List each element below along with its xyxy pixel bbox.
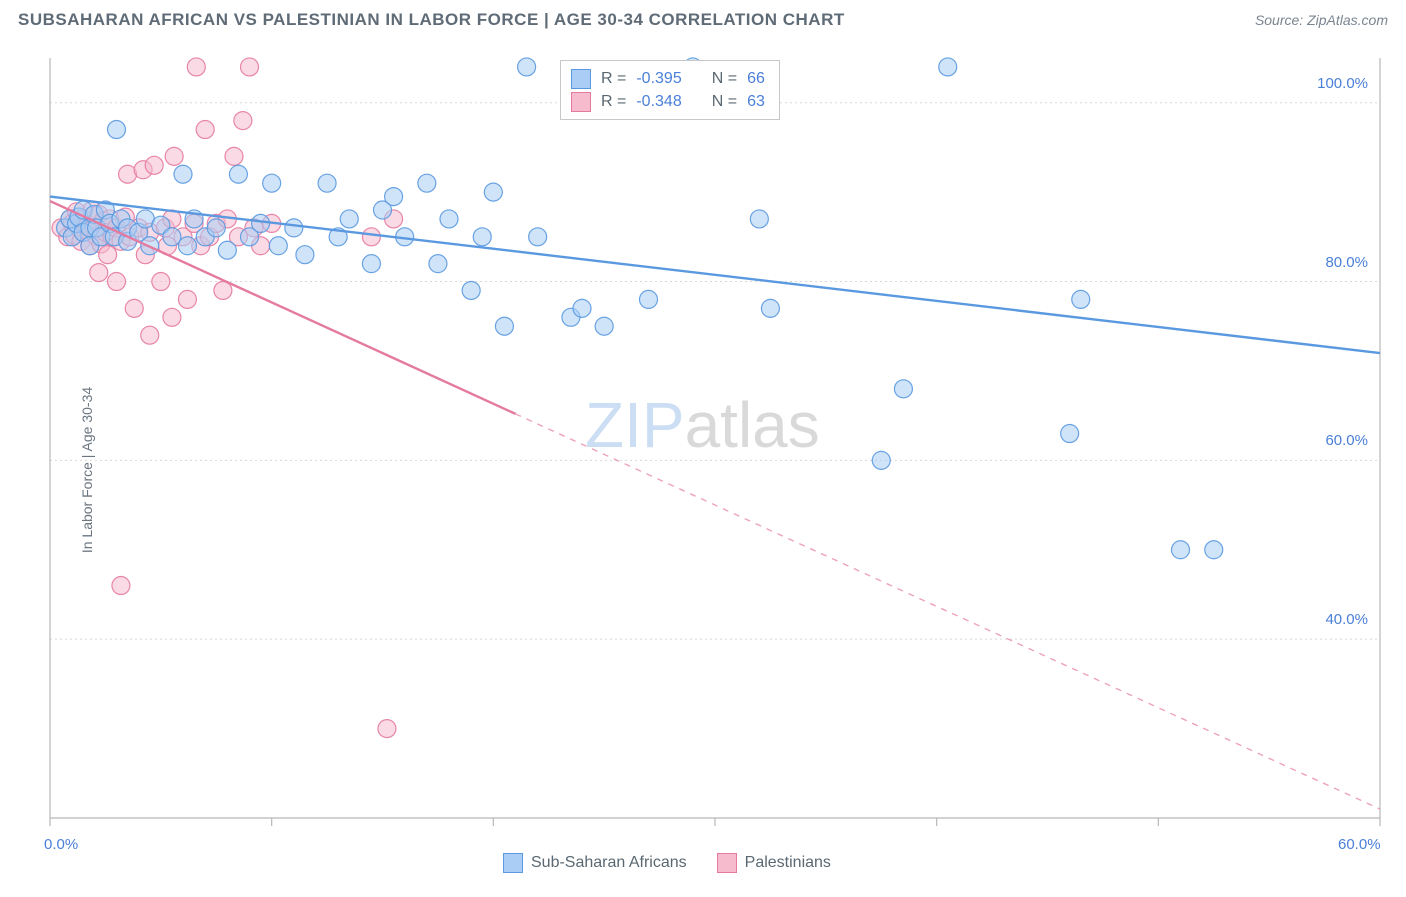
- n-label: N =: [712, 67, 737, 90]
- x-tick-label: 0.0%: [44, 836, 78, 853]
- stats-legend-row: R = -0.348 N = 63: [571, 90, 765, 113]
- n-value: 63: [747, 90, 765, 113]
- legend-swatch: [717, 853, 737, 873]
- y-tick-label: 80.0%: [1325, 254, 1368, 271]
- n-value: 66: [747, 67, 765, 90]
- y-tick-label: 40.0%: [1325, 611, 1368, 628]
- x-tick-label: 60.0%: [1338, 836, 1381, 853]
- r-value: -0.395: [636, 67, 681, 90]
- stats-legend-row: R = -0.395 N = 66: [571, 67, 765, 90]
- y-tick-label: 60.0%: [1325, 432, 1368, 449]
- n-label: N =: [712, 90, 737, 113]
- title-bar: SUBSAHARAN AFRICAN VS PALESTINIAN IN LAB…: [18, 10, 1388, 30]
- bottom-legend-item: Palestinians: [717, 853, 831, 873]
- bottom-legend: Sub-Saharan Africans Palestinians: [503, 853, 831, 873]
- y-tick-label: 100.0%: [1317, 75, 1368, 92]
- chart-svg: [0, 48, 1406, 892]
- bottom-legend-item: Sub-Saharan Africans: [503, 853, 687, 873]
- y-axis-label: In Labor Force | Age 30-34: [79, 387, 95, 553]
- r-value: -0.348: [636, 90, 681, 113]
- legend-swatch: [503, 853, 523, 873]
- source-credit: Source: ZipAtlas.com: [1255, 12, 1388, 28]
- stats-legend: R = -0.395 N = 66 R = -0.348 N = 63: [560, 60, 780, 120]
- r-label: R =: [601, 67, 626, 90]
- legend-label: Palestinians: [745, 854, 831, 872]
- chart-title: SUBSAHARAN AFRICAN VS PALESTINIAN IN LAB…: [18, 10, 845, 30]
- legend-swatch: [571, 69, 591, 89]
- legend-label: Sub-Saharan Africans: [531, 854, 687, 872]
- r-label: R =: [601, 90, 626, 113]
- chart-wrap: In Labor Force | Age 30-34 ZIPatlas R =-…: [0, 48, 1406, 892]
- chart-container: SUBSAHARAN AFRICAN VS PALESTINIAN IN LAB…: [0, 0, 1406, 892]
- legend-swatch: [571, 92, 591, 112]
